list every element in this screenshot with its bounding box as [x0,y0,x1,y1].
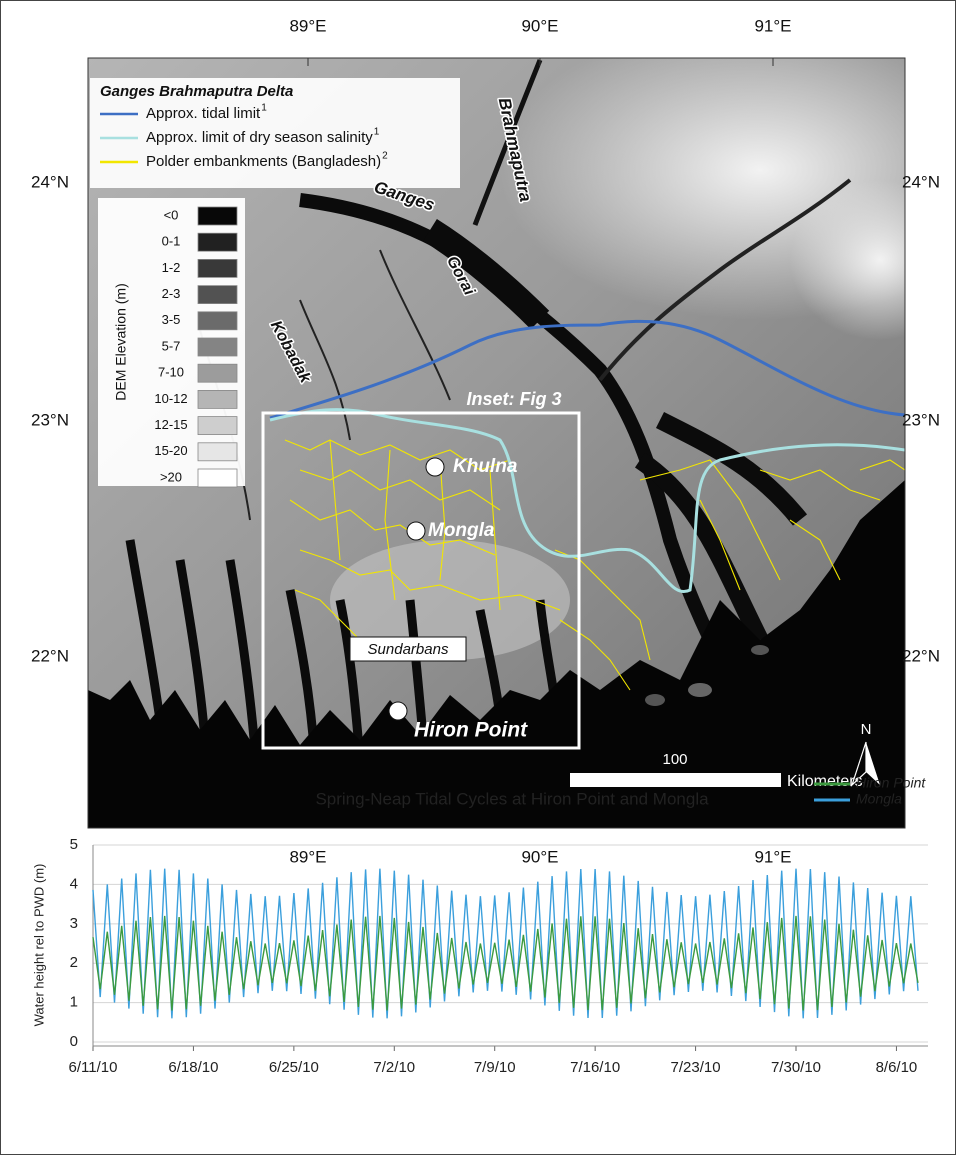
lat-label: 24°N [902,172,940,191]
legend-label: Hiron Point [856,775,926,791]
y-axis-label: Water height rel to PWD (m) [31,864,46,1027]
x-tick-label: 6/11/10 [69,1059,118,1076]
dem-swatch [198,390,237,408]
scale-unit: Kilometers [787,773,863,790]
legend-label: Polder embankments (Bangladesh) [146,153,381,170]
dem-legend-title: DEM Elevation (m) [113,283,129,400]
figure: Ganges Brahmaputra Delta Approx. tidal l… [0,0,956,1155]
place-marker [426,458,444,476]
dem-class-label: >20 [160,469,182,484]
dem-swatch [198,469,237,487]
x-tick-label: 7/23/10 [671,1059,721,1076]
legend-label: Approx. limit of dry season salinity [146,129,373,146]
legend-title: Ganges Brahmaputra Delta [100,83,293,100]
dem-class-label: 2-3 [162,286,181,301]
legend-note: 2 [382,151,388,162]
dem-swatch [198,207,237,225]
x-tick-label: 6/18/10 [168,1059,218,1076]
dem-class-label: <0 [164,207,179,222]
inset-label: Inset: Fig 3 [466,389,561,409]
x-tick-label: 7/16/10 [570,1059,620,1076]
lat-label: 23°N [902,410,940,429]
legend-label: Mongla [856,791,902,807]
lon-label: 89°E [289,847,326,866]
dem-class-label: 7-10 [158,365,184,380]
place-marker [407,522,425,540]
dem-class-label: 10-12 [154,391,187,406]
dem-swatch [198,443,237,461]
y-tick-label: 1 [70,994,78,1011]
lon-label: 90°E [521,847,558,866]
x-tick-label: 7/9/10 [474,1059,516,1076]
lat-label: 22°N [902,646,940,665]
dem-class-label: 5-7 [162,338,181,353]
x-tick-label: 6/25/10 [269,1059,319,1076]
place-label: Mongla [428,520,495,541]
lat-label: 24°N [31,172,69,191]
y-tick-label: 3 [70,915,78,932]
y-tick-label: 0 [70,1033,78,1050]
x-tick-label: 8/6/10 [876,1059,918,1076]
dem-class-label: 3-5 [162,312,181,327]
legend-label: Approx. tidal limit [146,105,261,122]
x-tick-label: 7/30/10 [771,1059,821,1076]
region-label: Sundarbans [368,641,449,658]
dem-swatch [198,259,237,277]
lon-label: 91°E [754,16,791,35]
dem-swatch [198,286,237,304]
dem-class-label: 0-1 [162,234,181,249]
dem-swatch [198,417,237,435]
scale-bar [570,773,781,787]
lon-label: 89°E [289,16,326,35]
dem-class-label: 15-20 [154,443,187,458]
chart-title: Spring-Neap Tidal Cycles at Hiron Point … [315,789,709,808]
lat-label: 23°N [31,410,69,429]
place-marker [389,702,407,720]
place-label: Khulna [453,456,518,477]
y-tick-label: 2 [70,954,78,971]
lon-label: 91°E [754,847,791,866]
legend-note: 1 [374,127,380,138]
dem-swatch [198,364,237,382]
north-label: N [861,721,872,738]
place-label: Hiron Point [414,719,528,742]
dem-class-label: 1-2 [162,260,181,275]
scale-distance: 100 [662,751,687,768]
dem-swatch [198,312,237,330]
legend-note: 1 [261,103,267,114]
lat-label: 22°N [31,646,69,665]
dem-swatch [198,233,237,251]
dem-class-label: 12-15 [154,417,187,432]
dem-swatch [198,338,237,356]
y-tick-label: 5 [70,836,78,853]
lon-label: 90°E [521,16,558,35]
y-tick-label: 4 [70,875,78,892]
x-tick-label: 7/2/10 [373,1059,415,1076]
